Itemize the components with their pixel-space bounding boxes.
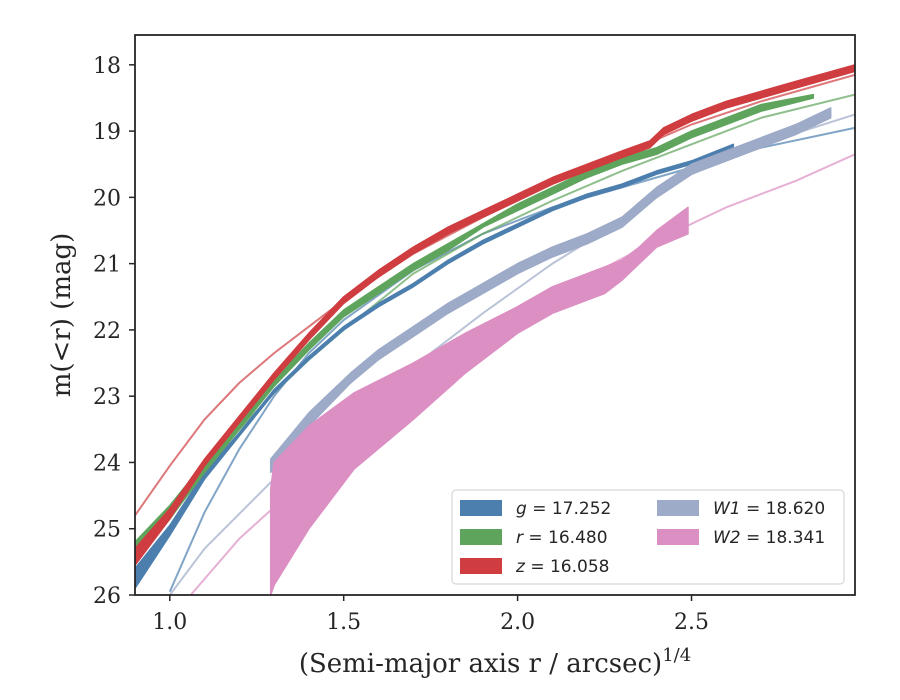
data-band-w1: [269, 107, 832, 474]
legend-label-z: z = 16.058: [515, 557, 609, 577]
legend-frame: [451, 489, 845, 585]
legend-swatch-w1: [657, 500, 699, 516]
legend-label-r: r = 16.480: [516, 528, 608, 548]
axis-ticks: 1.0 1.5 2.0 2.5 18 19 20 21 22 23 24 25 26: [93, 54, 709, 635]
legend-label-w1: W1 = 18.620: [713, 499, 825, 519]
legend-label-w2: W2 = 18.341: [713, 528, 825, 548]
data-band-z: [135, 64, 855, 566]
x-axis-label: (Semi-major axis r / arcsec)1/4: [299, 645, 691, 679]
legend-swatch-r: [460, 529, 502, 545]
data-bands: [135, 64, 855, 595]
legend-swatch-z: [460, 558, 502, 574]
x-tick-label: 1.0: [152, 610, 187, 635]
data-band-w2: [269, 206, 689, 595]
legend: g = 17.252 r = 16.480 z = 16.058 W1 = 18.62…: [451, 489, 845, 585]
y-tick-label: 21: [93, 253, 121, 278]
y-axis-label: m(<r) (mag): [47, 233, 77, 398]
x-tick-label: 2.5: [674, 610, 709, 635]
y-tick-label: 25: [93, 518, 121, 543]
y-tick-label: 19: [93, 120, 121, 145]
y-tick-label: 18: [93, 54, 121, 79]
x-tick-label: 2.0: [500, 610, 535, 635]
x-tick-label: 1.5: [326, 610, 361, 635]
legend-swatch-g: [460, 500, 502, 516]
y-tick-label: 23: [93, 385, 121, 410]
legend-swatch-w2: [657, 529, 699, 545]
data-band-r: [135, 93, 815, 563]
plot-area: [135, 64, 855, 595]
axes-frame: [134, 34, 856, 596]
y-tick-label: 24: [93, 451, 121, 476]
y-tick-label: 20: [93, 186, 121, 211]
y-tick-label: 22: [93, 319, 121, 344]
legend-label-g: g = 17.252: [516, 499, 611, 519]
y-tick-label: 26: [93, 584, 121, 609]
